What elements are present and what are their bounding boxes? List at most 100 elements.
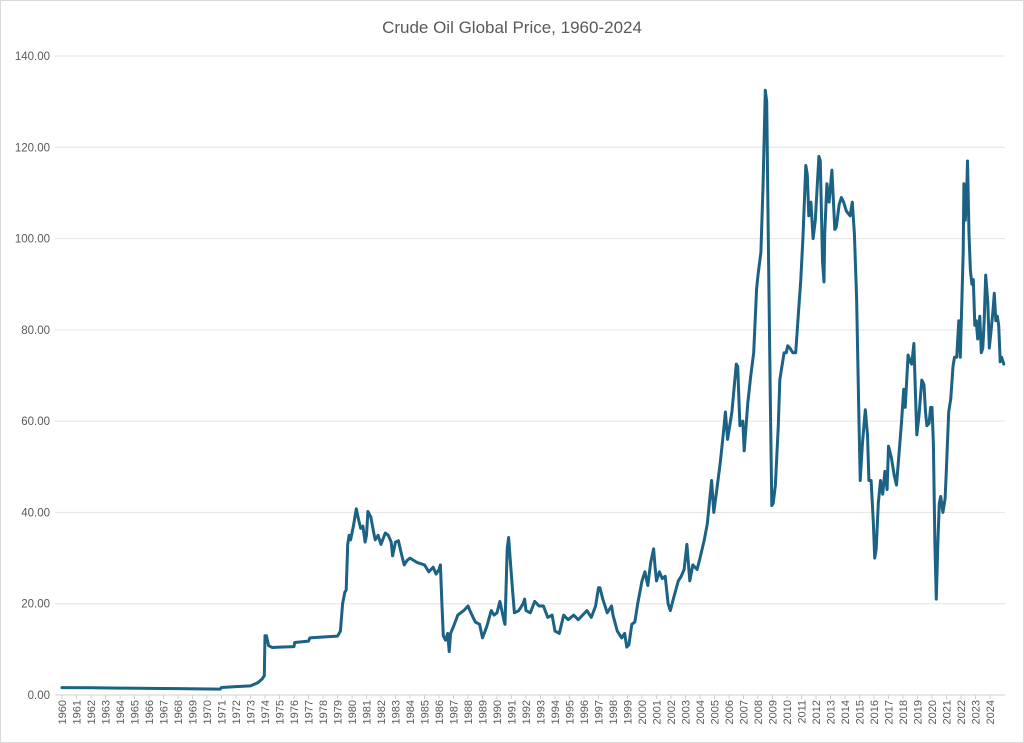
data-point [434, 572, 438, 576]
data-point [374, 538, 377, 541]
x-tick-label: 1982 [376, 700, 388, 724]
data-point [772, 502, 775, 505]
data-point [347, 534, 351, 537]
x-tick-label: 2019 [913, 700, 925, 724]
data-point [986, 301, 989, 304]
data-point [724, 410, 727, 414]
x-tick-label: 2004 [695, 700, 707, 724]
y-tick-label: 60.00 [21, 416, 50, 428]
x-tick-label: 1984 [405, 700, 417, 724]
x-tick-label: 1991 [507, 700, 519, 724]
data-point [722, 433, 725, 436]
data-point [807, 214, 810, 217]
data-point [917, 415, 921, 418]
data-point [959, 356, 962, 359]
data-point [218, 687, 222, 691]
data-point [369, 515, 372, 519]
data-point [726, 438, 729, 441]
data-point [875, 547, 878, 551]
data-point [756, 273, 760, 277]
x-tick-label: 2012 [811, 700, 823, 724]
data-point [643, 570, 647, 573]
data-point [759, 251, 763, 254]
data-point [945, 465, 948, 468]
data-point [814, 219, 817, 222]
data-point [271, 646, 274, 649]
data-point [366, 510, 370, 513]
data-point [915, 433, 918, 436]
data-point [655, 579, 658, 583]
data-point [904, 406, 907, 409]
data-point [462, 609, 465, 612]
data-point [989, 333, 992, 336]
data-point [521, 602, 525, 605]
data-point [529, 611, 532, 614]
data-point [249, 684, 252, 688]
data-point [355, 507, 358, 510]
data-point [782, 351, 786, 354]
data-point [765, 100, 768, 103]
data-point [806, 173, 809, 176]
data-point [804, 164, 807, 167]
data-point [533, 600, 536, 603]
data-point [506, 547, 509, 551]
x-tick-label: 1967 [159, 700, 171, 724]
data-point [566, 618, 570, 621]
data-point [930, 406, 934, 409]
data-point [585, 609, 589, 612]
data-point [503, 620, 506, 624]
data-point [788, 346, 792, 350]
data-point [349, 538, 352, 541]
data-point [761, 182, 765, 185]
data-point [960, 305, 963, 309]
data-point [932, 442, 935, 446]
data-point [853, 232, 856, 236]
data-point [827, 200, 831, 204]
data-point [682, 568, 686, 571]
x-tick-label: 2009 [768, 700, 780, 724]
data-point [970, 283, 974, 286]
data-point [263, 674, 266, 677]
x-tick-label: 2021 [942, 700, 954, 724]
data-point [988, 346, 991, 350]
data-point [770, 504, 773, 507]
data-point [633, 620, 636, 624]
data-point [661, 577, 664, 580]
y-tick-label: 40.00 [21, 507, 50, 519]
data-point [991, 310, 995, 313]
data-point [336, 634, 339, 638]
data-point [524, 609, 528, 612]
x-tick-label: 1994 [550, 700, 562, 724]
x-tick-label: 1986 [434, 700, 446, 724]
data-point [801, 237, 805, 240]
data-point [308, 636, 312, 640]
data-point [672, 595, 676, 599]
data-point [307, 639, 310, 643]
x-tick-label: 2002 [666, 700, 678, 724]
data-point [658, 570, 661, 573]
data-point [885, 488, 889, 491]
x-tick-label: 2017 [884, 700, 896, 724]
data-point [823, 232, 826, 236]
data-point [581, 613, 584, 617]
data-point [811, 237, 815, 240]
data-point [147, 687, 151, 690]
data-point [978, 315, 981, 318]
x-tick-label: 2022 [956, 700, 968, 724]
data-point [922, 383, 926, 386]
x-tick-label: 1966 [144, 700, 156, 724]
series-group [60, 88, 1006, 691]
data-point [503, 623, 507, 626]
x-tick-label: 2006 [724, 700, 736, 724]
data-point [562, 613, 565, 617]
data-point [339, 629, 342, 633]
x-tick-label: 1973 [246, 700, 258, 724]
data-point [969, 269, 972, 272]
data-point [767, 228, 770, 231]
data-point [949, 397, 952, 400]
data-point [822, 280, 826, 284]
x-axis: 1960 1961 1962 1963 1964 1965 1966 1967 1968 1969… [57, 695, 997, 724]
y-tick-label: 120.00 [15, 142, 50, 154]
data-point [636, 602, 639, 605]
